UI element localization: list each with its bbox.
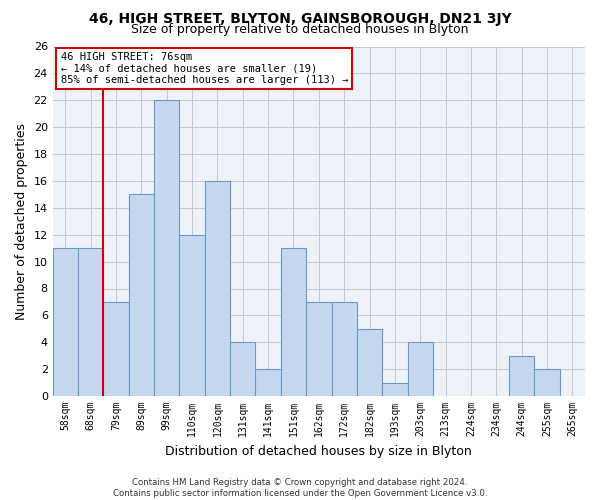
Bar (382, 382, 407, 396)
Bar (78, 248, 103, 396)
Bar (256, 369, 281, 396)
Text: Contains HM Land Registry data © Crown copyright and database right 2024.
Contai: Contains HM Land Registry data © Crown c… (113, 478, 487, 498)
Bar (306, 302, 332, 396)
Bar (407, 342, 433, 396)
Bar (129, 194, 154, 396)
Bar (332, 302, 357, 396)
Bar (179, 234, 205, 396)
Text: 46 HIGH STREET: 76sqm
← 14% of detached houses are smaller (19)
85% of semi-deta: 46 HIGH STREET: 76sqm ← 14% of detached … (61, 52, 348, 85)
Bar (205, 181, 230, 396)
X-axis label: Distribution of detached houses by size in Blyton: Distribution of detached houses by size … (166, 444, 472, 458)
Bar (509, 356, 535, 396)
Bar (154, 100, 179, 396)
Text: 46, HIGH STREET, BLYTON, GAINSBOROUGH, DN21 3JY: 46, HIGH STREET, BLYTON, GAINSBOROUGH, D… (89, 12, 511, 26)
Text: Size of property relative to detached houses in Blyton: Size of property relative to detached ho… (131, 22, 469, 36)
Y-axis label: Number of detached properties: Number of detached properties (15, 123, 28, 320)
Bar (281, 248, 306, 396)
Bar (357, 329, 382, 396)
Bar (103, 302, 129, 396)
Bar (53, 248, 78, 396)
Bar (535, 369, 560, 396)
Bar (230, 342, 256, 396)
